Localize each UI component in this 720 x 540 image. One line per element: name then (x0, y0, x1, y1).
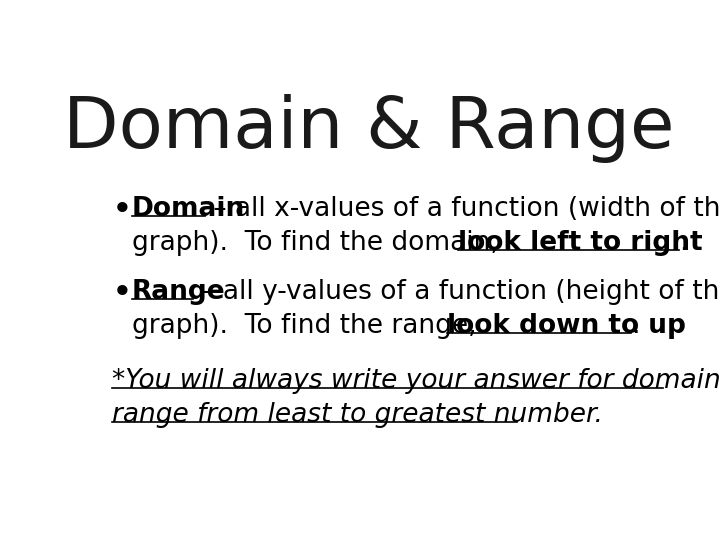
Text: •: • (112, 279, 131, 307)
Text: range from least to greatest number.: range from least to greatest number. (112, 402, 603, 428)
Text: – all x-values of a function (width of the: – all x-values of a function (width of t… (205, 196, 720, 222)
Text: •: • (112, 196, 131, 224)
Text: .: . (679, 230, 688, 256)
Text: Domain: Domain (132, 196, 245, 222)
Text: graph).  To find the domain,: graph). To find the domain, (132, 230, 507, 256)
Text: Range: Range (132, 279, 225, 305)
Text: – all y-values of a function (height of the: – all y-values of a function (height of … (193, 279, 720, 305)
Text: *You will always write your answer for domain and: *You will always write your answer for d… (112, 368, 720, 394)
Text: .: . (631, 313, 639, 339)
Text: graph).  To find the range,: graph). To find the range, (132, 313, 485, 339)
Text: Domain & Range: Domain & Range (63, 94, 675, 163)
Text: look down to up: look down to up (447, 313, 685, 339)
Text: look left to right: look left to right (458, 230, 703, 256)
